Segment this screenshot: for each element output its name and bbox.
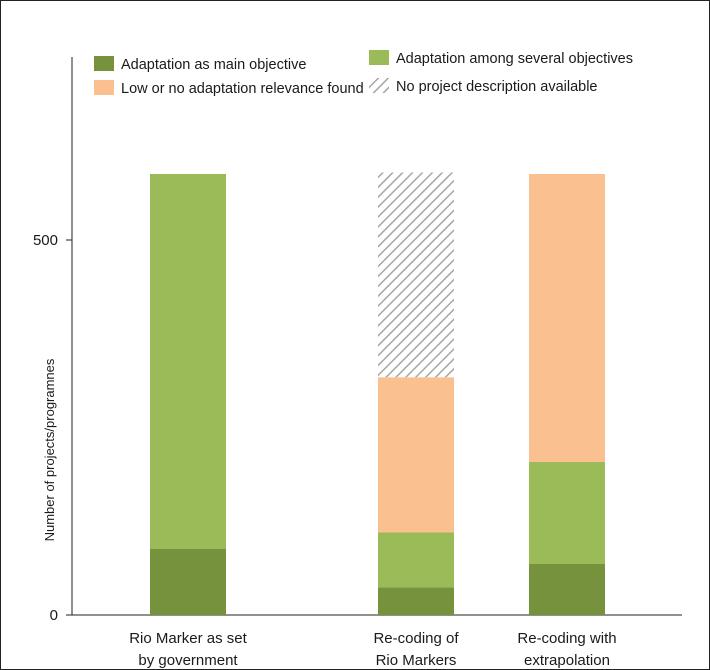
legend-swatch [369,78,389,93]
x-tick-label: extrapolation [524,652,610,669]
bar-segment-2-2 [378,532,454,588]
bar-segment-3-1 [529,564,605,615]
legend-swatch [369,50,389,65]
bar-segment-2-3 [378,377,454,533]
x-tick-label: by government [138,652,238,669]
legend-label: Adaptation among several objectives [396,51,633,67]
x-tick-label: Rio Markers [376,652,457,669]
x-tick-labels: Rio Marker as set by government Re-coding … [129,630,616,669]
legend: Adaptation as main objective Low or no ad… [94,50,633,97]
legend-label: Adaptation as main objective [121,57,306,73]
x-tick-label: Rio Marker as set [129,630,247,647]
bar-segment-1-2 [150,174,226,549]
x-tick-label: Re-coding with [517,630,616,647]
bar-segment-2-4 [378,172,454,378]
legend-swatch [94,56,114,71]
bar-segment-1-1 [150,549,226,615]
y-tick-label: 0 [50,607,58,624]
y-axis-label: Number of projects/programnes [42,358,57,541]
legend-label: Low or no adaptation relevance found [121,81,364,97]
y-tick-label: 500 [33,232,58,249]
x-tick-label: Re-coding of [373,630,459,647]
legend-label: No project description available [396,79,598,95]
bar-segment-2-1 [378,587,454,615]
y-ticks: 0 500 [33,232,72,624]
legend-swatch [94,80,114,95]
bar-segment-3-3 [529,174,605,462]
bars [150,172,605,615]
bar-segment-3-2 [529,462,605,564]
